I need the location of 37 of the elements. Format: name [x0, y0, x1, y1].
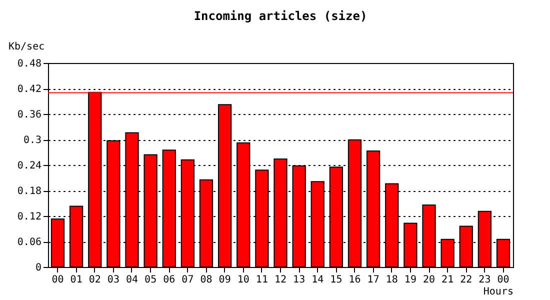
x-tick-label: 14 — [312, 274, 324, 286]
x-tick-label: 08 — [200, 274, 212, 286]
x-tick-label: 09 — [218, 274, 231, 286]
y-axis-title: Kb/sec — [8, 42, 45, 52]
x-tick-label: 16 — [348, 274, 361, 286]
x-tick-label: 19 — [404, 274, 416, 286]
x-tick-label: 23 — [478, 274, 491, 286]
y-tick-label: 0.06 — [17, 237, 42, 248]
x-tick-label: 15 — [330, 274, 342, 286]
y-tick-label: 0.24 — [17, 160, 42, 172]
chart-title: Incoming articles (size) — [194, 9, 368, 23]
y-tick-label: 0.42 — [17, 84, 42, 95]
y-tick-label: 0.18 — [17, 186, 42, 197]
x-tick-label: 07 — [182, 274, 194, 286]
x-tick-label: 13 — [293, 274, 306, 286]
y-tick-label: 0.3 — [23, 135, 42, 146]
y-tick-label: 0 — [35, 262, 42, 274]
x-tick-label: 00 — [52, 274, 64, 286]
x-tick-label: 02 — [88, 274, 101, 286]
y-tick-label: 0.12 — [17, 212, 42, 222]
x-tick-label: 06 — [163, 274, 176, 286]
x-tick-label: 20 — [422, 274, 436, 286]
x-tick-label: 00 — [497, 274, 510, 286]
x-tick-label: 12 — [274, 274, 287, 286]
x-tick-label: 10 — [237, 274, 250, 286]
y-tick-label: 0.48 — [17, 58, 42, 70]
x-tick-label: 18 — [386, 274, 398, 286]
x-axis-title: Hours — [483, 286, 514, 298]
x-tick-label: 03 — [107, 274, 120, 286]
x-tick-label: 21 — [442, 274, 454, 286]
x-tick-label: 17 — [367, 274, 380, 286]
x-tick-label: 11 — [256, 274, 268, 286]
x-tick-label: 05 — [144, 274, 157, 286]
x-tick-label: 22 — [460, 274, 472, 286]
y-tick-label: 0.36 — [17, 110, 42, 120]
x-tick-label: 04 — [126, 274, 138, 286]
x-tick-label: 01 — [70, 274, 82, 286]
